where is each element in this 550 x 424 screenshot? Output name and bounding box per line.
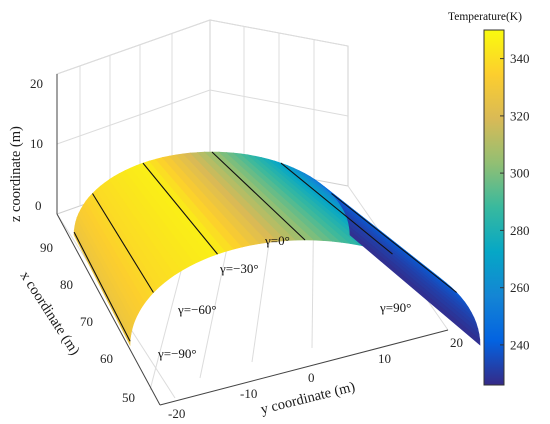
z-tick-0: 0 [35,198,42,213]
y-tick-0: 0 [308,370,315,385]
z-ticks: 0 10 20 [30,76,43,213]
gamma-label-neg90: γ=−90° [157,346,197,361]
y-tick-neg10: -10 [240,386,257,401]
z-tick-10: 10 [30,136,43,151]
z-tick-20: 20 [30,76,43,91]
gamma-generator-line [73,231,131,342]
colorbar-gradient [483,29,505,386]
colorbar: Temperature(K) 240 260 280 300 320 340 [448,11,530,386]
colorbar-tick-label: 280 [510,223,530,238]
x-ticks: 90 80 70 60 50 [40,240,135,405]
x-tick-50: 50 [122,390,135,405]
gamma-annotations: γ=−90° γ=−60° γ=−30° γ=0° γ=90° [157,233,411,361]
y-tick-neg20: -20 [168,406,185,421]
colorbar-title: Temperature(K) [448,11,522,23]
y-tick-20: 20 [450,335,463,350]
gamma-label-90: γ=90° [379,300,411,315]
x-tick-60: 60 [100,351,113,366]
gamma-generator-line [331,193,457,293]
box-edges [56,74,449,406]
colorbar-tick-label: 300 [510,166,530,181]
colorbar-tick-label: 240 [510,337,530,352]
y-tick-10: 10 [378,351,391,366]
colorbar-ticks: 240 260 280 300 320 340 [500,51,530,352]
colorbar-tick-label: 260 [510,280,530,295]
gamma-label-neg60: γ=−60° [177,302,217,317]
temperature-surface [73,151,481,347]
colorbar-tick-label: 340 [510,51,530,66]
surface-strip [349,230,481,346]
gamma-generator-line [142,162,218,255]
surface-strip [347,221,480,335]
gamma-label-neg30: γ=−30° [219,261,259,276]
x-tick-80: 80 [60,277,73,292]
z-axis-label: z coordinate (m) [8,126,24,222]
colorbar-tick-label: 320 [510,108,530,123]
y-ticks: -20 -10 0 10 20 [168,335,463,421]
gamma-generator-line [280,162,393,255]
x-tick-70: 70 [80,314,93,329]
gamma-label-0: γ=0° [264,233,290,248]
gamma-generator-line [211,151,306,241]
x-tick-90: 90 [40,240,53,255]
axes-box [56,19,449,406]
gamma-generator-line [92,193,154,293]
surface-strip [346,216,479,330]
surface-strip [348,225,481,341]
